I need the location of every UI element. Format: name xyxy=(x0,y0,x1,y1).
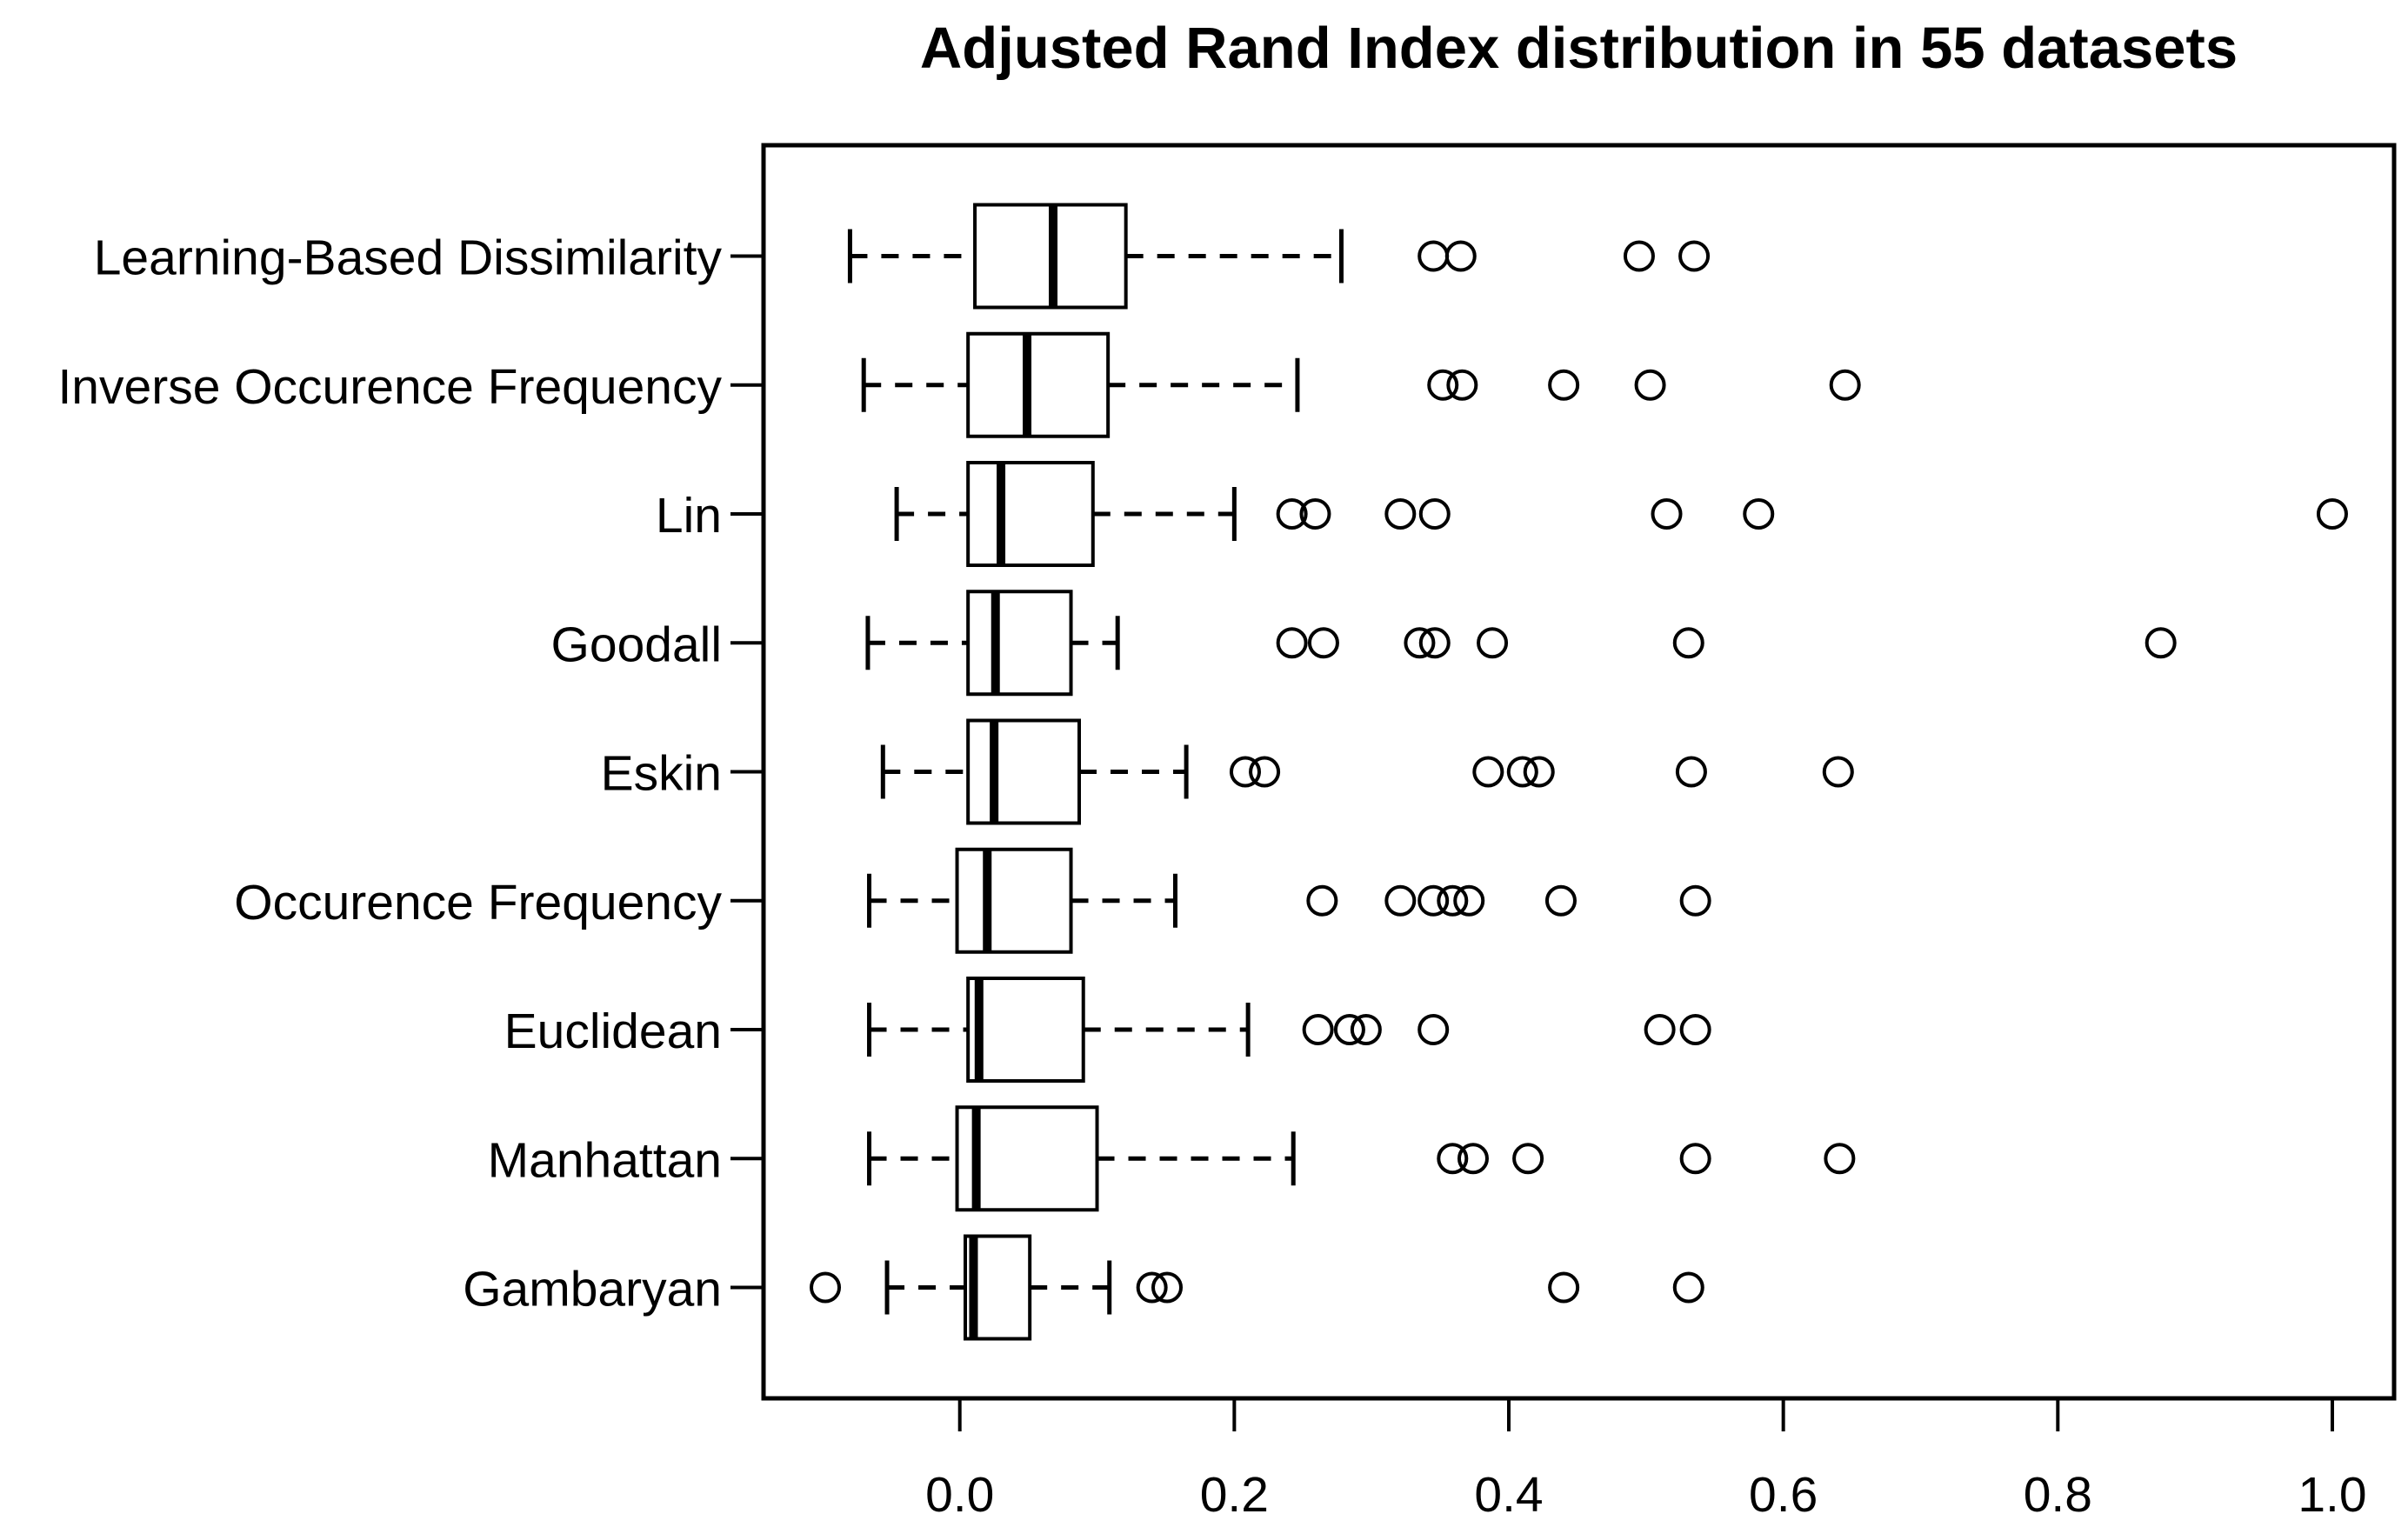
boxplot-row-goodall: Goodall xyxy=(551,590,2177,697)
box xyxy=(955,847,1073,954)
chart-title: Adjusted Rand Index distribution in 55 d… xyxy=(919,16,2238,81)
boxplot-row-manhattan: Manhattan xyxy=(488,1105,1856,1212)
outlier-point xyxy=(1679,884,1711,917)
box xyxy=(966,718,1082,825)
boxplot-row-euclidean: Euclidean xyxy=(504,977,1711,1083)
y-axis-label: Goodall xyxy=(551,617,722,672)
outlier-point xyxy=(1427,369,1459,401)
x-axis-tick-label: 1.0 xyxy=(2298,1467,2366,1523)
boxplot-row-gambaryan: Gambaryan xyxy=(463,1234,1704,1341)
boxplot-row-learning-based-dissimilarity: Learning-Based Dissimilarity xyxy=(94,203,1711,310)
outlier-point xyxy=(1743,498,1775,530)
outlier-point xyxy=(1417,1014,1450,1045)
outlier-point xyxy=(1548,1271,1580,1304)
outlier-point xyxy=(1299,498,1331,530)
outlier-point xyxy=(1829,369,1861,401)
outlier-point xyxy=(1404,627,1436,659)
outlier-point xyxy=(2145,627,2177,659)
y-axis-label: Manhattan xyxy=(488,1132,722,1188)
outlier-point xyxy=(1477,627,1509,659)
outlier-point xyxy=(1384,884,1417,917)
outlier-point xyxy=(1418,498,1451,530)
y-axis-label: Gambaryan xyxy=(463,1262,722,1317)
outlier-point xyxy=(1512,1143,1544,1175)
x-axis-tick-label: 0.8 xyxy=(2024,1467,2092,1523)
outlier-point xyxy=(1417,240,1450,272)
outlier-point xyxy=(2316,498,2348,530)
x-axis-tick-label: 0.4 xyxy=(1474,1467,1543,1523)
outlier-point xyxy=(1672,1271,1704,1304)
box xyxy=(966,977,1085,1083)
outlier-point xyxy=(1446,369,1478,401)
outlier-point xyxy=(1306,884,1338,917)
outlier-point xyxy=(1634,369,1666,401)
boxplot-row-occurence-frequency: Occurence Frequency xyxy=(234,847,1711,954)
y-axis-label: Inverse Occurence Frequency xyxy=(57,359,722,415)
outlier-point xyxy=(1623,240,1655,272)
box xyxy=(966,461,1095,567)
outlier-point xyxy=(1249,756,1281,788)
outlier-point xyxy=(1822,756,1854,788)
outlier-point xyxy=(1453,884,1485,917)
outlier-point xyxy=(1651,498,1683,530)
outlier-point xyxy=(1276,627,1308,659)
outlier-point xyxy=(1417,884,1450,917)
outlier-point xyxy=(1437,884,1469,917)
outlier-point xyxy=(1679,1014,1711,1045)
boxplot-row-eskin: Eskin xyxy=(601,718,1854,825)
outlier-point xyxy=(1644,1014,1676,1045)
y-axis-label: Lin xyxy=(656,488,722,544)
x-axis-tick-label: 0.2 xyxy=(1200,1467,1269,1523)
outlier-point xyxy=(1472,756,1504,788)
outlier-point xyxy=(1678,240,1711,272)
y-axis-label: Eskin xyxy=(601,746,722,802)
outlier-point xyxy=(1307,627,1339,659)
y-axis-label: Occurence Frequency xyxy=(234,875,722,930)
outlier-point xyxy=(1548,369,1580,401)
outlier-point xyxy=(1544,884,1577,917)
outlier-point xyxy=(1136,1271,1168,1304)
outlier-point xyxy=(1276,498,1308,530)
outlier-point xyxy=(1229,756,1261,788)
boxplot-row-inverse-occurence-frequency: Inverse Occurence Frequency xyxy=(57,331,1861,438)
outlier-point xyxy=(1506,756,1538,788)
y-axis-label: Learning-Based Dissimilarity xyxy=(94,230,723,286)
outlier-point xyxy=(1679,1143,1711,1175)
outlier-point xyxy=(1672,627,1704,659)
outlier-point xyxy=(1302,1014,1334,1045)
boxplot-row-lin: Lin xyxy=(656,461,2348,567)
outlier-point xyxy=(1437,1143,1469,1175)
x-axis-tick-label: 0.0 xyxy=(925,1467,994,1523)
outlier-point xyxy=(1457,1143,1489,1175)
y-axis-label: Euclidean xyxy=(504,1004,722,1059)
outlier-point xyxy=(1523,756,1555,788)
box xyxy=(966,590,1073,697)
outlier-point xyxy=(1350,1014,1382,1045)
box xyxy=(966,331,1111,438)
outlier-point xyxy=(1444,240,1477,272)
outlier-point xyxy=(810,1271,842,1304)
outlier-point xyxy=(1333,1014,1365,1045)
outlier-point xyxy=(1384,498,1417,530)
outlier-point xyxy=(1675,756,1707,788)
outlier-point xyxy=(1824,1143,1856,1175)
x-axis-tick-label: 0.6 xyxy=(1749,1467,1818,1523)
outlier-point xyxy=(1151,1271,1184,1304)
outlier-point xyxy=(1418,627,1451,659)
